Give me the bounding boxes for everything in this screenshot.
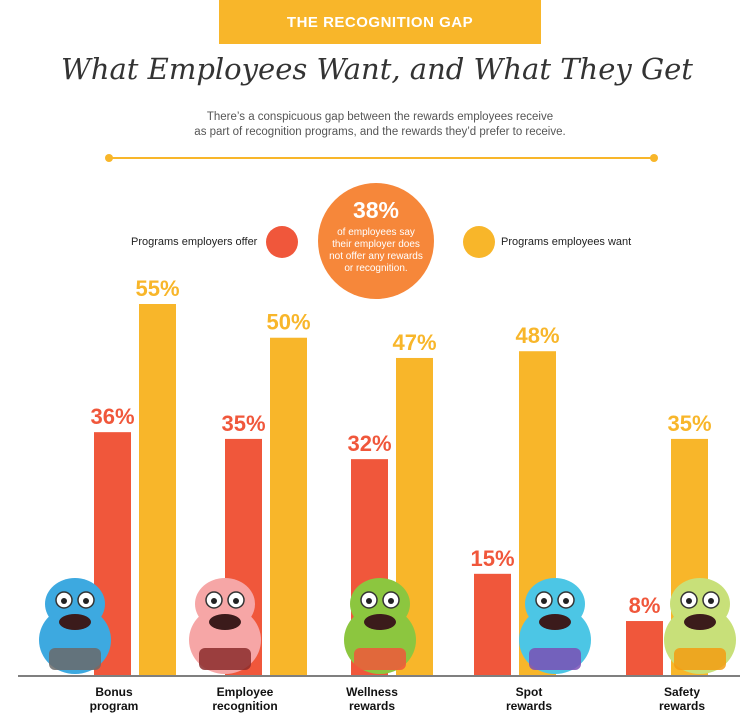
data-label-want-2: 47% (392, 330, 436, 355)
bar-want-0 (139, 304, 176, 675)
data-label-want-0: 55% (135, 276, 179, 301)
legend-label-want: Programs employees want (501, 236, 632, 248)
bar-offer-4 (626, 621, 663, 675)
subtitle-line-1: There’s a conspicuous gap between the re… (206, 111, 554, 123)
callout-value: 38% (352, 197, 400, 223)
data-label-want-1: 50% (266, 310, 310, 335)
bar-offer-3 (474, 573, 511, 675)
money-monster-icon (39, 578, 111, 674)
data-label-offer-0: 36% (90, 404, 134, 429)
category-label-3: Spot rewards (505, 685, 553, 713)
callout-text: of employees say their employer does not… (329, 227, 423, 274)
bar-want-1 (270, 337, 307, 675)
category-label-1: Employee recognition (212, 685, 278, 713)
section-banner: THE RECOGNITION GAP (219, 0, 541, 44)
page-title: What Employees Want, and What They Get (61, 52, 693, 86)
legend-label-offer: Programs employers offer (131, 236, 258, 248)
divider-dot-left (105, 154, 113, 162)
page-subtitle: There’s a conspicuous gap between the re… (150, 110, 610, 140)
legend-dot-want (463, 226, 495, 258)
party-monster-icon (519, 578, 591, 674)
data-label-want-4: 35% (667, 411, 711, 436)
hardhat-monster-icon (664, 578, 736, 674)
category-label-4: Safety rewards (658, 685, 706, 713)
divider-dot-right (650, 154, 658, 162)
data-label-offer-4: 8% (629, 593, 661, 618)
category-label-2: Wellness rewards (346, 685, 398, 713)
subtitle-line-2: as part of recognition programs, and the… (194, 126, 566, 138)
star-girl-icon (189, 578, 261, 674)
stat-callout: 38% of employees say their employer does… (318, 183, 434, 299)
data-label-offer-1: 35% (221, 411, 265, 436)
data-label-want-3: 48% (515, 323, 559, 348)
dumbbell-monster-icon (344, 578, 416, 674)
data-label-offer-2: 32% (347, 431, 391, 456)
legend-dot-offer (266, 226, 298, 258)
divider (105, 154, 658, 162)
category-label-0: Bonus program (89, 685, 139, 713)
data-label-offer-3: 15% (470, 546, 514, 571)
